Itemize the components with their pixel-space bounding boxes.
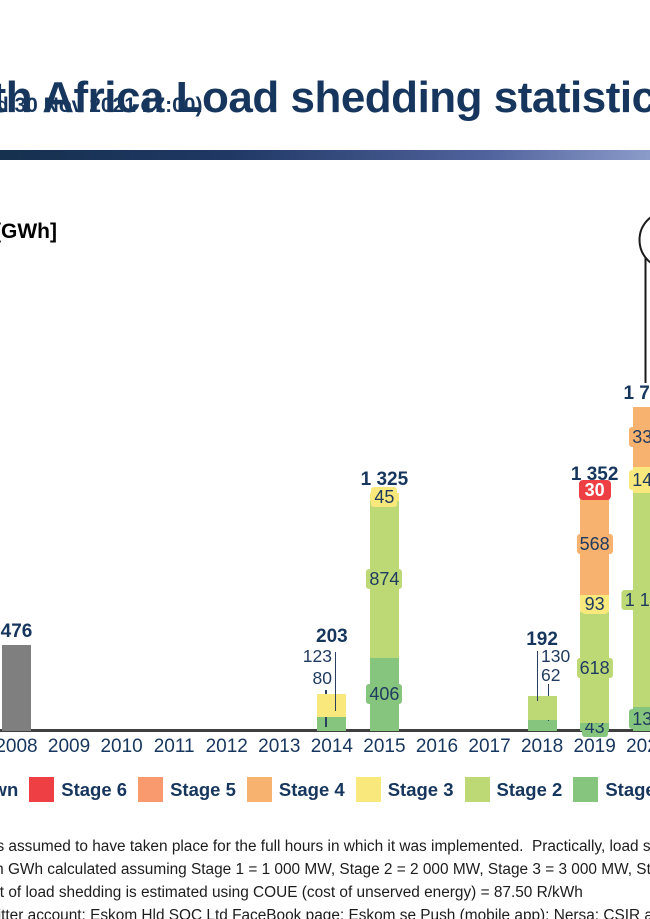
segment-value-label: 143 xyxy=(629,470,650,491)
segment-value-label: 45 xyxy=(371,486,398,507)
legend-label: Unknown xyxy=(0,778,19,800)
segment-value-label: 874 xyxy=(366,569,403,590)
bar-total-label: 1 798 xyxy=(623,383,650,405)
legend-label: Stage 2 xyxy=(496,778,563,800)
bar-segment-2018-stage2 xyxy=(527,696,557,720)
page-subtitle: (updated 30 Nov 2021 17:00) xyxy=(0,94,203,117)
x-axis-year-label: 2020 xyxy=(626,736,650,757)
segment-value-label: 130 xyxy=(541,646,571,666)
y-axis-unit-label: [GWh] xyxy=(0,220,57,243)
x-axis-year-label: 2015 xyxy=(363,736,406,757)
legend-swatch xyxy=(355,777,381,802)
bar-total-label: 476 xyxy=(0,621,33,643)
page-title: South Africa Load shedding statistics xyxy=(0,73,650,123)
legend-swatch xyxy=(464,777,490,802)
legend: Unknown Stage 6 Stage 5 Stage 4 Stage 3 Stage… xyxy=(0,777,650,802)
legend-swatch xyxy=(138,777,164,802)
bar-segment-2014-stage3 xyxy=(317,694,347,717)
x-axis-year-label: 2012 xyxy=(205,736,248,757)
x-axis-year-label: 2013 xyxy=(258,736,301,757)
x-axis-year-label: 2014 xyxy=(310,736,353,757)
legend-swatch xyxy=(573,777,599,802)
legend-label: Stage 1 xyxy=(605,778,650,800)
segment-value-label: 80 xyxy=(312,668,332,688)
segment-value-label: 93 xyxy=(581,593,608,614)
legend-label: Stage 4 xyxy=(278,778,345,800)
legend-item-unknown: Unknown xyxy=(0,777,18,802)
header-divider xyxy=(0,150,650,160)
segment-value-label: 333 xyxy=(629,427,650,448)
legend-swatch xyxy=(246,777,272,802)
callout-line xyxy=(536,651,538,701)
x-axis-year-label: 2019 xyxy=(573,736,616,757)
bar-total-label: 1 352 xyxy=(570,463,619,485)
segment-value-label: 123 xyxy=(302,646,332,666)
legend-swatch xyxy=(29,777,55,802)
x-axis-year-label: 2010 xyxy=(100,736,143,757)
segment-value-label: 1 190 xyxy=(621,590,650,611)
legend-item-stage2: Stage 2 xyxy=(464,777,563,802)
footnote-line: Energy shed in GWh calculated assuming S… xyxy=(0,861,650,878)
footnote-line: Economic cost of load shedding is estima… xyxy=(0,884,583,901)
segment-value-label: 30 xyxy=(578,480,611,501)
bar-segment-2014-stage1 xyxy=(317,716,347,731)
footnotes: Notes: Load shedding is assumed to have … xyxy=(0,835,650,919)
bar-total-label: 1 325 xyxy=(360,468,409,490)
footnote-line: Notes: Load shedding is assumed to have … xyxy=(0,838,650,855)
legend-item-stage5: Stage 5 xyxy=(138,777,236,802)
x-axis-year-label: 2016 xyxy=(415,736,459,757)
x-axis-year-label: 2008 xyxy=(0,736,38,757)
bar-segment-2008-unknown xyxy=(2,645,31,731)
legend-item-stage1: Stage 1 xyxy=(573,777,650,802)
x-axis-year-label: 2017 xyxy=(468,736,511,757)
legend-item-stage3: Stage 3 xyxy=(355,777,454,802)
x-axis-year-label: 2009 xyxy=(47,736,91,757)
bar-total-label: 203 xyxy=(316,626,348,647)
bar-total-label: 192 xyxy=(526,629,558,650)
legend-label: Stage 5 xyxy=(170,778,236,800)
legend-item-stage4: Stage 4 xyxy=(246,777,345,802)
x-axis-year-label: 2011 xyxy=(153,736,195,757)
legend-item-stage6: Stage 6 xyxy=(29,777,127,802)
footnote-line: Sources: Eskom Twitter account; Eskom Hl… xyxy=(0,907,650,919)
segment-value-label: 62 xyxy=(541,665,561,685)
segment-value-label: 568 xyxy=(576,534,613,555)
segment-value-label: 406 xyxy=(366,684,403,705)
x-axis-year-label: 2018 xyxy=(520,736,564,757)
callout-line xyxy=(334,652,336,711)
legend-label: Stage 6 xyxy=(61,778,128,800)
bar-segment-2018-stage1 xyxy=(527,719,557,731)
segment-value-label: 132 xyxy=(629,709,650,730)
legend-label: Stage 3 xyxy=(387,778,454,800)
segment-value-label: 618 xyxy=(576,657,613,678)
